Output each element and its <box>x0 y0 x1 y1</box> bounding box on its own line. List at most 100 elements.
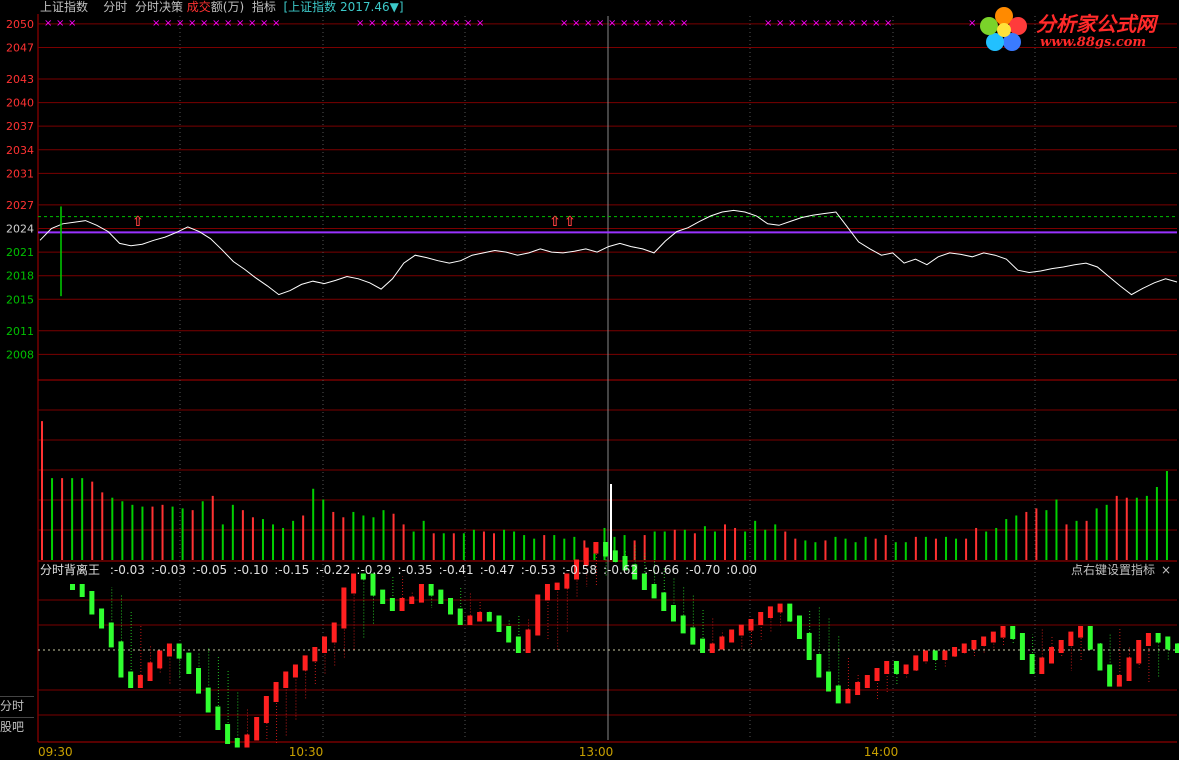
signal-cross-marker: × <box>632 18 640 29</box>
signal-cross-marker: × <box>824 18 832 29</box>
indicator-block <box>612 550 618 562</box>
signal-cross-marker: × <box>392 18 400 29</box>
indicator-block <box>845 689 851 704</box>
tab-fenshi-juece[interactable]: 分时决策 <box>134 0 183 14</box>
signal-cross-marker: × <box>476 18 484 29</box>
indicator-value: :-0.22 <box>315 563 351 577</box>
indicator-block <box>1136 640 1142 664</box>
indicator-block <box>186 652 192 674</box>
signal-cross-marker: × <box>224 18 232 29</box>
signal-cross-marker: × <box>380 18 388 29</box>
signal-cross-marker: × <box>560 18 568 29</box>
tab-fenshi[interactable]: 分时 <box>103 0 128 14</box>
indicator-block <box>128 671 134 688</box>
price-tick-label: 2031 <box>6 167 34 180</box>
indicator-menu[interactable]: 指标 <box>251 0 276 14</box>
indicator-block <box>932 650 938 660</box>
volume-label-prefix: 成交 <box>186 0 211 14</box>
indicator-values: :-0.03:-0.03:-0.05:-0.10:-0.15:-0.22:-0.… <box>104 563 757 577</box>
indicator-block <box>70 584 75 590</box>
signal-cross-marker: × <box>680 18 688 29</box>
site-logo: 分析家公式网 www.88gs.com <box>978 2 1173 54</box>
price-line <box>39 209 1178 296</box>
indicator-block <box>632 564 638 580</box>
signal-cross-marker: × <box>668 18 676 29</box>
price-tick-label: 2037 <box>6 120 34 133</box>
signal-cross-marker: × <box>440 18 448 29</box>
indicator-block <box>670 605 676 622</box>
indicator-block <box>1010 626 1016 639</box>
indicator-block <box>380 589 386 604</box>
indicator-block <box>835 685 841 704</box>
signal-cross-marker: × <box>368 18 376 29</box>
indicator-value: :-0.70 <box>685 563 721 577</box>
flower-logo-icon <box>980 7 1027 51</box>
signal-cross-marker: × <box>620 18 628 29</box>
indicator-value: :-0.05 <box>192 563 228 577</box>
side-button-guba[interactable]: 股吧 <box>0 717 34 736</box>
indicator-block <box>787 603 793 622</box>
indicator-block <box>254 717 260 741</box>
price-down-arrow: ▼] <box>389 0 404 14</box>
time-axis-label: 13:00 <box>579 745 614 759</box>
indicator-block <box>981 636 987 646</box>
signal-cross-marker: × <box>272 18 280 29</box>
signal-cross-marker: × <box>776 18 784 29</box>
time-axis-label: 10:30 <box>289 745 324 759</box>
indicator-block <box>583 547 589 566</box>
signal-cross-marker: × <box>812 18 820 29</box>
indicator-block <box>263 696 269 723</box>
indicator-block <box>709 643 715 653</box>
instrument-name: 上证指数 <box>40 0 89 14</box>
time-axis-label: 09:30 <box>38 745 73 759</box>
indicator-block <box>137 675 143 688</box>
indicator-block <box>457 608 463 625</box>
price-tick-label: 2008 <box>6 348 34 361</box>
indicator-block <box>486 612 492 622</box>
signal-cross-marker: × <box>572 18 580 29</box>
signal-cross-marker: × <box>56 18 64 29</box>
indicator-value: :-0.47 <box>479 563 515 577</box>
indicator-block <box>719 636 725 650</box>
indicator-block <box>506 626 512 643</box>
indicator-block <box>1165 636 1171 650</box>
indicator-block <box>341 587 347 629</box>
indicator-block <box>322 636 328 653</box>
signal-cross-marker: × <box>860 18 868 29</box>
side-button-fenshi[interactable]: 分时 <box>0 696 34 715</box>
indicator-value: :-0.62 <box>602 563 639 577</box>
indicator-value: :-0.66 <box>644 563 680 577</box>
close-indicator-icon[interactable]: × <box>1160 563 1171 577</box>
price-tick-label: 2040 <box>6 97 34 110</box>
price-tick-label: 2050 <box>6 18 34 31</box>
indicator-block <box>399 598 405 611</box>
signal-cross-marker: × <box>176 18 184 29</box>
signal-cross-marker: × <box>644 18 652 29</box>
indicator-block <box>515 636 521 653</box>
indicator-block <box>244 734 250 748</box>
signal-cross-marker: × <box>872 18 880 29</box>
indicator-block <box>283 671 289 688</box>
price-tick-label: 2043 <box>6 73 34 86</box>
price-tick-label: 2021 <box>6 246 34 259</box>
indicator-bar: 分时背离王 :-0.03:-0.03:-0.05:-0.10:-0.15:-0.… <box>40 563 757 577</box>
indicator-block <box>428 584 434 596</box>
buy-signal-arrow: ⇧ <box>564 214 576 230</box>
indicator-block <box>796 615 802 639</box>
indicator-block <box>913 655 919 671</box>
signal-cross-marker: × <box>800 18 808 29</box>
logo-title: 分析家公式网 <box>1036 12 1156 36</box>
time-axis-label: 14:00 <box>864 745 899 759</box>
signal-cross-marker: × <box>356 18 364 29</box>
volume-label-suffix: 额(万) <box>210 0 245 14</box>
indicator-block <box>1019 633 1025 660</box>
buy-signal-arrow: ⇧ <box>549 214 561 230</box>
signal-cross-marker: × <box>236 18 244 29</box>
signal-cross-marker: × <box>848 18 856 29</box>
indicator-block <box>370 573 376 596</box>
indicator-block <box>1116 675 1122 687</box>
indicator-value: :-0.58 <box>561 563 597 577</box>
indicator-block <box>748 619 754 631</box>
signal-cross-marker: × <box>452 18 460 29</box>
